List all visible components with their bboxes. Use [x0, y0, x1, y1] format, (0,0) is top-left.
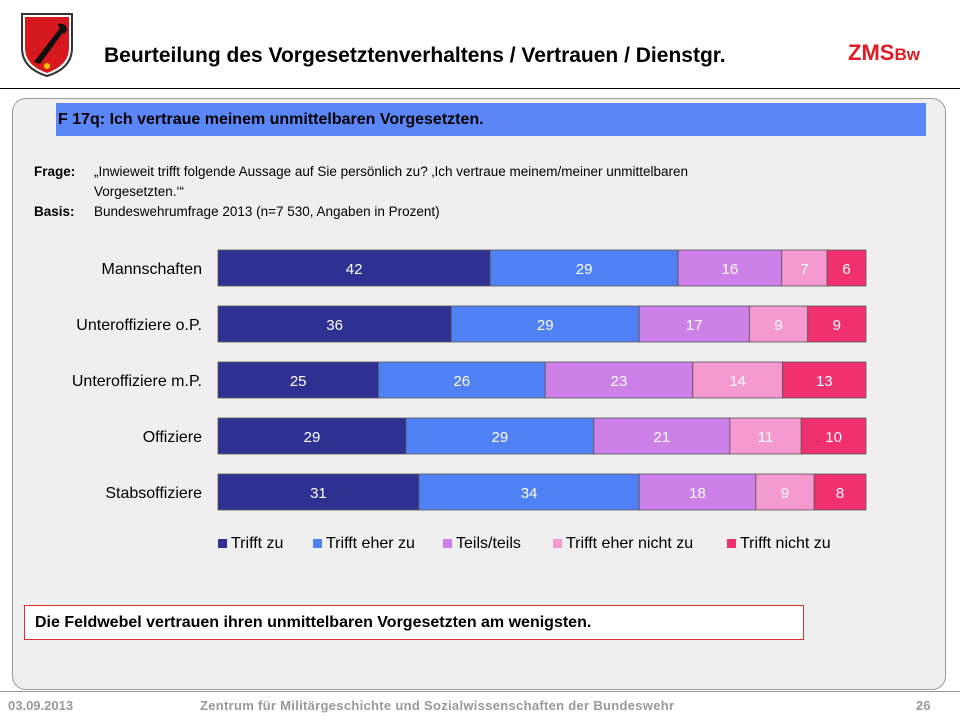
category-label: Offiziere — [143, 429, 202, 446]
bar-segment — [450, 305, 640, 343]
bar-segment — [217, 361, 379, 399]
bar-segment — [813, 473, 867, 511]
key-finding-note: Die Feldwebel vertrauen ihren unmittelba… — [24, 605, 804, 640]
bar-segment — [807, 305, 867, 343]
data-label: 34 — [521, 485, 538, 502]
data-label: 11 — [758, 429, 774, 446]
data-label: 13 — [816, 373, 833, 390]
bar-segment — [217, 249, 491, 287]
question-meta: Frage: „Inwieweit trifft folgende Aussag… — [34, 162, 754, 222]
basis-text: Bundeswehrumfrage 2013 (n=7 530, Angaben… — [94, 204, 440, 219]
legend-label: Trifft eher zu — [326, 535, 415, 552]
data-label: 9 — [833, 317, 841, 334]
zms-crest-logo — [21, 13, 73, 78]
bar-segment — [544, 361, 694, 399]
basis-row: Basis: Bundeswehrumfrage 2013 (n=7 530, … — [34, 202, 754, 222]
title-divider — [0, 88, 960, 89]
brand-logo-text: ZMSBw — [848, 40, 920, 66]
bar-segment — [826, 249, 867, 287]
data-label: 29 — [576, 261, 593, 278]
bar-segment — [638, 305, 750, 343]
legend-label: Trifft zu — [231, 535, 283, 552]
bar-segment — [748, 305, 809, 343]
data-label: 31 — [310, 485, 327, 502]
stacked-bar-chart: Mannschaften 42 29 16 7 6 Unteroffiziere o.P. 3… — [72, 249, 867, 552]
bar-segment — [405, 417, 595, 455]
data-label: 9 — [781, 485, 789, 502]
data-label: 14 — [729, 373, 746, 390]
legend-label: Trifft eher nicht zu — [566, 535, 693, 552]
data-label: 25 — [290, 373, 307, 390]
category-label: Unteroffiziere o.P. — [76, 317, 202, 334]
basis-label: Basis: — [34, 204, 75, 219]
data-label: 18 — [689, 485, 706, 502]
data-label: 6 — [842, 261, 850, 278]
brand-sub: Bw — [894, 45, 920, 64]
data-label: 36 — [326, 317, 343, 334]
data-label: 23 — [611, 373, 628, 390]
data-label: 29 — [304, 429, 321, 446]
category-label: Mannschaften — [101, 261, 202, 278]
data-label: 29 — [537, 317, 554, 334]
legend-swatch — [553, 539, 562, 548]
legend-swatch — [218, 539, 227, 548]
bar-segment — [729, 417, 802, 455]
data-label: 17 — [686, 317, 703, 334]
bar-segment — [781, 249, 828, 287]
data-label: 9 — [774, 317, 782, 334]
data-label: 21 — [654, 429, 671, 446]
data-label: 16 — [722, 261, 739, 278]
legend-label: Teils/teils — [456, 535, 521, 552]
frage-label: Frage: — [34, 164, 76, 179]
footer-page-number: 26 — [916, 698, 931, 713]
legend-label: Trifft nicht zu — [740, 535, 831, 552]
bar-segment — [755, 473, 815, 511]
bar-segment — [418, 473, 640, 511]
brand-main: ZMS — [848, 40, 895, 65]
bar-segment — [800, 417, 867, 455]
data-label: 29 — [492, 429, 509, 446]
data-label: 7 — [800, 261, 808, 278]
category-label: Stabsoffiziere — [105, 485, 202, 502]
bar-segment — [782, 361, 867, 399]
bar-segment — [677, 249, 783, 287]
legend-swatch — [443, 539, 452, 548]
category-label: Unteroffiziere m.P. — [72, 373, 202, 390]
legend-swatch — [313, 539, 322, 548]
data-label: 26 — [453, 373, 470, 390]
legend-swatch — [727, 539, 736, 548]
frage-row: Frage: „Inwieweit trifft folgende Aussag… — [34, 162, 754, 202]
question-heading: F 17q: Ich vertraue meinem unmittelbaren… — [56, 103, 926, 136]
bar-segment — [217, 305, 452, 343]
footer-date: 03.09.2013 — [8, 698, 74, 713]
bar-segment — [217, 417, 407, 455]
data-label: 42 — [346, 261, 363, 278]
bar-segment — [377, 361, 546, 399]
data-label: 10 — [825, 429, 842, 446]
footer-organization: Zentrum für Militärgeschichte und Sozial… — [200, 698, 675, 713]
slide-title: Beurteilung des Vorgesetztenverhaltens /… — [104, 44, 726, 67]
footer-divider — [0, 691, 960, 692]
bar-segment — [593, 417, 731, 455]
data-label: 8 — [836, 485, 844, 502]
frage-text: „Inwieweit trifft folgende Aussage auf S… — [94, 164, 689, 199]
bar-segment — [489, 249, 679, 287]
bar-segment — [217, 473, 420, 511]
